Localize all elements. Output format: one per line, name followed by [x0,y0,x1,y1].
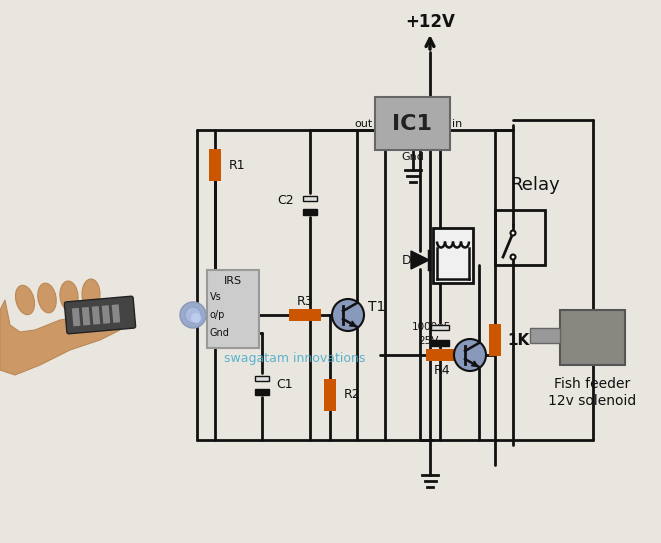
Bar [303,209,317,215]
Ellipse shape [82,279,100,309]
Circle shape [332,299,364,331]
Bar [82,307,91,325]
Bar [495,210,545,265]
Text: Vs: Vs [210,292,221,302]
Bar [255,376,269,381]
Ellipse shape [15,285,34,315]
Text: R1: R1 [229,159,246,172]
Bar [530,328,560,343]
Text: out: out [355,118,373,129]
Bar [255,389,269,395]
Circle shape [510,255,516,260]
Text: o/p: o/p [210,310,225,320]
Bar [560,310,625,365]
Polygon shape [411,251,429,269]
Text: Fish feeder
12v solenoid: Fish feeder 12v solenoid [549,377,637,408]
Circle shape [185,307,201,323]
Bar [431,325,449,330]
Circle shape [510,230,516,236]
Bar [431,340,449,346]
Text: 1000uF: 1000uF [412,322,451,332]
Bar [112,304,120,323]
Text: in: in [452,118,462,129]
Text: +12V: +12V [405,13,455,31]
Text: D1: D1 [402,254,420,267]
Text: 1K: 1K [507,332,529,348]
Text: IC1: IC1 [393,113,432,134]
Text: swagatam innovations: swagatam innovations [224,351,366,364]
Bar [102,305,110,324]
Bar [209,149,221,181]
Text: C2: C2 [278,193,294,206]
Bar [426,349,458,361]
Circle shape [191,313,201,323]
Bar [375,97,450,150]
Bar [433,228,473,282]
Circle shape [454,339,486,371]
Text: T1: T1 [368,300,385,314]
Text: Relay: Relay [510,176,560,194]
Text: R2: R2 [344,388,361,401]
Polygon shape [0,300,120,375]
Bar [324,379,336,411]
Text: R3: R3 [297,294,313,307]
Circle shape [180,302,206,328]
Bar [92,306,100,325]
Bar [303,196,317,201]
Text: Gnd: Gnd [210,328,230,338]
Text: R4: R4 [434,363,450,376]
Text: IRS: IRS [224,276,242,286]
Text: C1: C1 [276,378,293,392]
Ellipse shape [38,283,56,313]
Bar [289,309,321,321]
Bar [72,308,81,326]
Bar [207,270,259,348]
Text: Gnd: Gnd [401,152,424,162]
FancyBboxPatch shape [64,296,136,334]
Text: 25V: 25V [418,336,438,346]
Ellipse shape [60,281,78,311]
Bar [489,324,501,356]
